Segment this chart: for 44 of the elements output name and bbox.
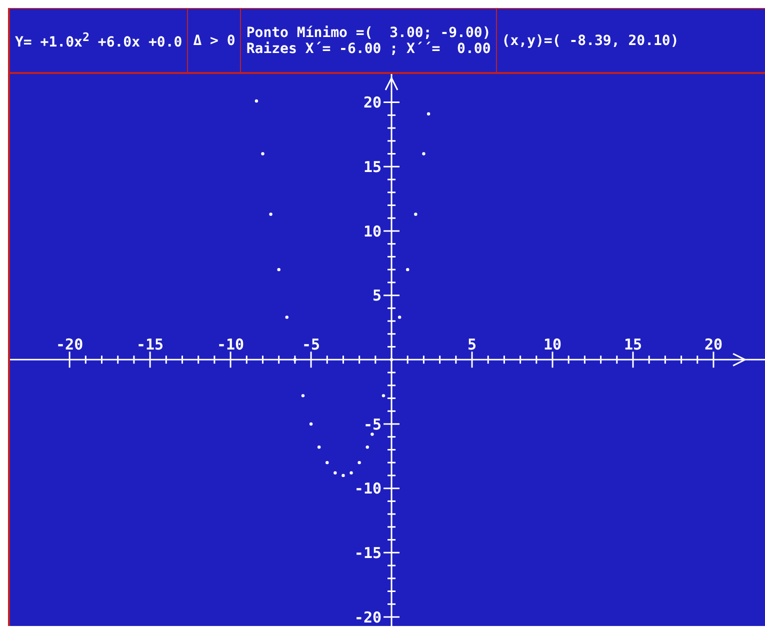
x-tick-label: -10 [216,336,244,354]
y-tick-label: 10 [363,222,382,240]
point [285,316,288,319]
x-tick-label: -20 [56,336,84,354]
y-tick-label: 20 [363,94,382,112]
x-tick-label: 20 [704,336,723,354]
y-tick-label: 15 [363,158,382,176]
y-tick-label: 5 [372,286,382,305]
point [406,268,410,272]
x-tick-label: 5 [468,336,477,354]
y-tick-label: -5 [363,415,382,434]
y-tick-label: -15 [354,544,382,562]
point [309,422,313,426]
point [269,212,272,216]
x-tick-label: 10 [543,336,562,354]
text: Δ > 0 [193,32,236,48]
point [261,152,264,156]
text: Ponto Mínimo =( 3.00; -9.00) [246,24,491,40]
point [254,99,258,103]
point [370,432,374,436]
point [382,394,386,398]
point [326,460,329,464]
point [350,471,353,474]
point [422,152,426,156]
point [414,212,418,216]
point [293,358,297,362]
x-tick-label: -15 [136,336,164,354]
point [277,268,280,272]
x-tick-label: 15 [624,336,642,354]
x-tick-label: -5 [302,336,320,354]
chart-title: Y= +1.0x$^{2}$ +6.0x +0.0 [15,30,182,51]
y-tick-label: -10 [354,480,382,498]
point [426,112,430,116]
point [334,471,337,474]
point [358,460,361,464]
point [342,474,345,478]
text: (x,y)=( -8.39, 20.10) [502,32,679,48]
point [301,394,305,398]
y-tick-label: -20 [354,608,382,626]
point [390,358,394,362]
text: Raizes X´= -6.00 ; X´´= 0.00 [246,40,491,56]
point [398,316,402,319]
point [366,446,369,449]
point [317,446,321,449]
